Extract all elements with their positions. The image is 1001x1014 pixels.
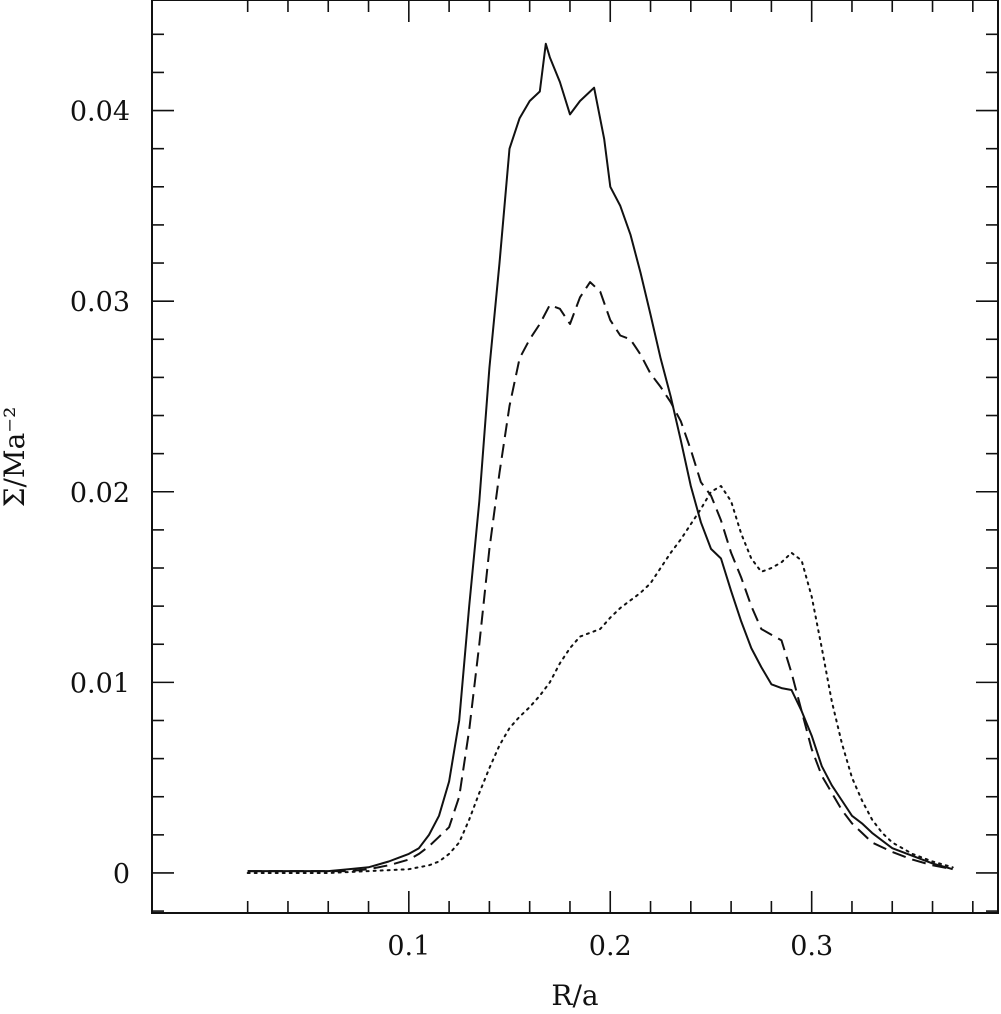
y-axis-label: Σ/Ma⁻²: [0, 407, 31, 508]
axis-ticks: [152, 0, 998, 913]
y-tick-label: 0: [113, 859, 130, 890]
plot-frame: [151, 0, 999, 914]
y-tick-label: 0.02: [70, 478, 130, 509]
x-tick-label: 0.1: [387, 931, 430, 962]
y-tick-label: 0.03: [70, 287, 130, 318]
x-axis-label: R/a: [551, 979, 598, 1012]
y-tick-label: 0.04: [70, 97, 130, 128]
solid-series-line: [247, 42, 953, 873]
dotted-series-line: [246, 485, 954, 874]
tick-labels: 0.1 0.2 0.3 0 0.01 0.02 0.03 0.04: [70, 97, 833, 962]
x-tick-label: 0.3: [790, 931, 833, 962]
series-lines: [246, 42, 954, 874]
x-tick-label: 0.2: [589, 931, 632, 962]
y-tick-label: 0.01: [70, 668, 130, 699]
dashed-series-line: [247, 281, 953, 873]
